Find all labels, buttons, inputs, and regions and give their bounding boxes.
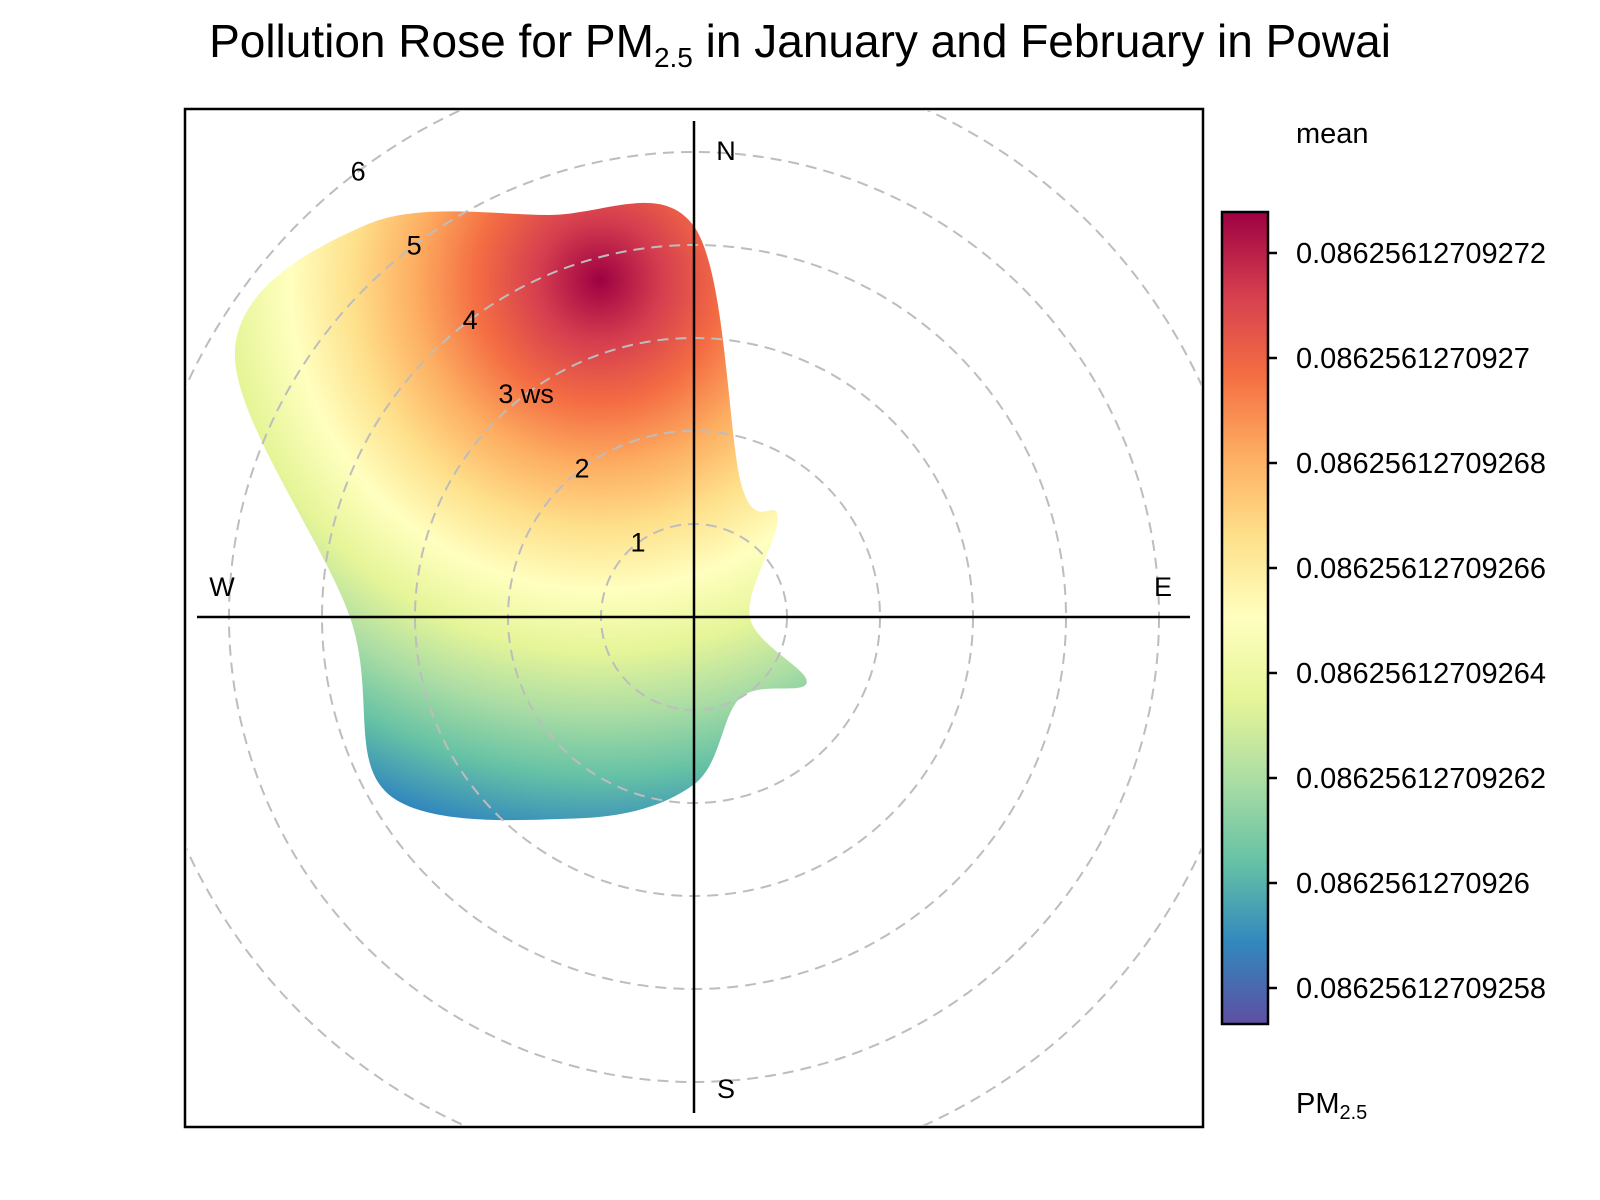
title-suffix: in January and February in Powai	[692, 15, 1391, 67]
colorbar-pollutant-label: PM2.5	[1296, 1088, 1367, 1125]
radial-tick-label-3: 3 ws	[498, 379, 554, 409]
rose-area	[234, 202, 807, 821]
radial-tick-label-6: 6	[351, 156, 366, 186]
radial-tick-label-1: 1	[631, 528, 646, 558]
colorbar-statistic-label: mean	[1296, 118, 1369, 150]
colorbar-tick-label: 0.08625612709262	[1296, 763, 1546, 795]
colorbar-tick-label: 0.08625612709264	[1296, 658, 1546, 690]
radial-tick-label-4: 4	[463, 305, 478, 335]
colorbar-tick-label: 0.08625612709266	[1296, 553, 1546, 585]
radial-tick-label-2: 2	[575, 453, 590, 483]
radial-tick-label-5: 5	[407, 231, 422, 261]
north-label: N	[716, 136, 736, 166]
colorbar-gradient	[1220, 210, 1270, 1026]
rose-surface	[234, 202, 807, 821]
radial-labels: 1 2 3 ws 4 5 6	[351, 156, 646, 557]
colorbar: 0.08625612709272 0.0862561270927 0.0862561…	[1220, 210, 1546, 1026]
colorbar-tick-label: 0.08625612709272	[1296, 238, 1546, 270]
compass-axes	[197, 121, 1190, 1113]
compass-labels: N S E W	[209, 136, 1172, 1104]
title-prefix: Pollution Rose for PM	[209, 15, 654, 67]
colorbar-tick-label: 0.08625612709258	[1296, 973, 1546, 1005]
colorbar-tick-label: 0.08625612709268	[1296, 448, 1546, 480]
colorbar-pollutant-subscript: 2.5	[1339, 1102, 1368, 1124]
west-label: W	[209, 572, 235, 602]
south-label: S	[717, 1074, 735, 1104]
chart-title: Pollution Rose for PM2.5 in January and …	[0, 14, 1600, 74]
colorbar-tick-label: 0.0862561270927	[1296, 343, 1530, 375]
colorbar-tick-label: 0.0862561270926	[1296, 868, 1530, 900]
east-label: E	[1154, 572, 1172, 602]
colorbar-pollutant-name: PM	[1296, 1088, 1340, 1120]
title-subscript: 2.5	[653, 42, 693, 73]
